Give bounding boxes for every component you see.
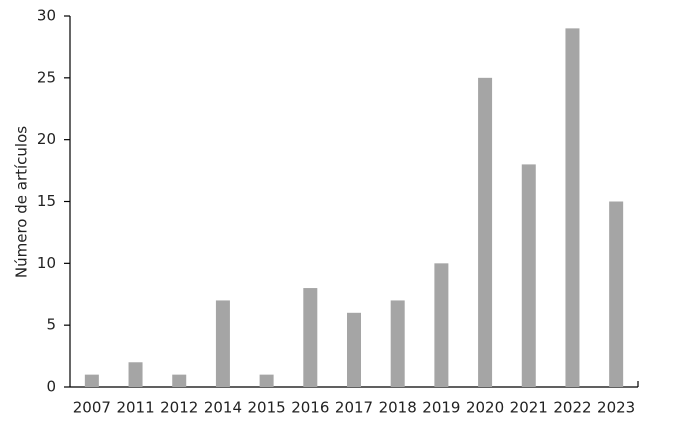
bar bbox=[390, 300, 405, 387]
bar bbox=[172, 374, 187, 387]
y-tick-label: 5 bbox=[46, 316, 56, 334]
bar bbox=[347, 312, 361, 387]
y-tick-label: 10 bbox=[37, 254, 56, 272]
x-tick-label: 2017 bbox=[335, 399, 373, 417]
x-tick-label: 2015 bbox=[248, 399, 286, 417]
x-tick-label: 2020 bbox=[466, 399, 504, 417]
x-tick-label: 2007 bbox=[73, 399, 111, 417]
bar bbox=[478, 77, 493, 387]
y-axis-label: Número de artículos bbox=[13, 126, 31, 278]
bar bbox=[303, 288, 318, 387]
bar bbox=[128, 362, 143, 387]
bar bbox=[434, 263, 449, 387]
x-tick-label: 2016 bbox=[291, 399, 329, 417]
y-tick-label: 20 bbox=[37, 130, 56, 148]
y-tick-label: 0 bbox=[46, 378, 56, 396]
bar bbox=[215, 300, 230, 387]
x-tick-label: 2021 bbox=[510, 399, 548, 417]
x-tick-label: 2018 bbox=[379, 399, 417, 417]
bar bbox=[609, 201, 624, 387]
bar bbox=[521, 164, 536, 387]
bar bbox=[565, 28, 580, 387]
bar bbox=[84, 374, 99, 387]
x-tick-label: 2014 bbox=[204, 399, 242, 417]
x-tick-label: 2012 bbox=[160, 399, 198, 417]
x-tick-label: 2011 bbox=[116, 399, 154, 417]
bar bbox=[259, 374, 274, 387]
y-tick-label: 30 bbox=[37, 7, 56, 25]
y-tick-label: 25 bbox=[37, 68, 56, 86]
y-tick-label: 15 bbox=[37, 192, 56, 210]
x-tick-label: 2019 bbox=[422, 399, 460, 417]
x-tick-label: 2022 bbox=[553, 399, 591, 417]
x-tick-label: 2023 bbox=[597, 399, 635, 417]
